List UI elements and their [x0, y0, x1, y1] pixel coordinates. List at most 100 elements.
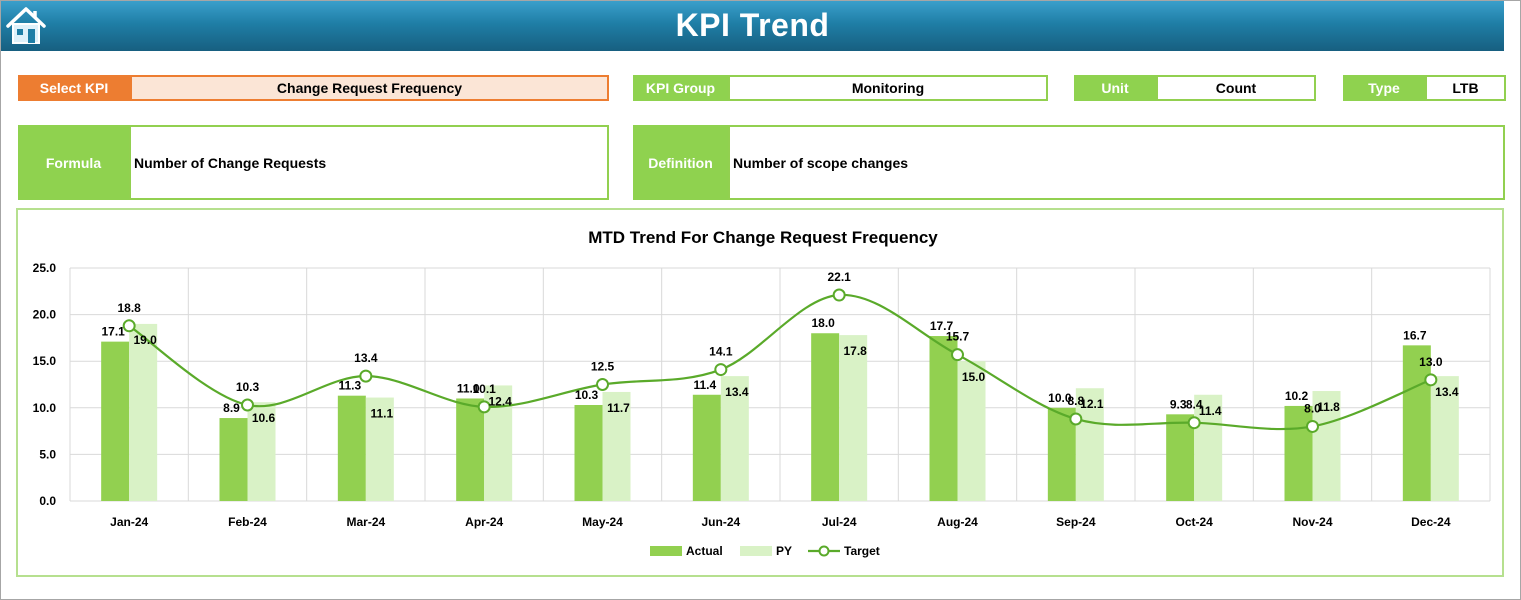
gridlines [69, 267, 1491, 502]
select-kpi-dropdown[interactable]: Change Request Frequency [130, 75, 609, 101]
py-data-label: 19.0 [133, 333, 157, 347]
target-point [1306, 419, 1319, 433]
py-data-label: 12.4 [488, 394, 512, 408]
target-data-label: 15.7 [946, 330, 970, 344]
formula-value: Number of Change Requests [134, 154, 327, 171]
target-data-label: 13.0 [1419, 355, 1443, 369]
target-point [1187, 416, 1201, 430]
py-bar [720, 376, 749, 501]
type-label: Type [1343, 75, 1425, 101]
target-point [714, 363, 728, 377]
data-labels: 17.119.018.88.910.610.3 11.311.113.411.01… [101, 270, 1458, 425]
target-data-label: 22.1 [827, 270, 851, 284]
target-point [122, 319, 136, 333]
py-data-label: 15.0 [962, 370, 986, 384]
actual-data-label: 17.1 [101, 325, 125, 339]
x-tick-label: Jul-24 [822, 515, 857, 529]
type-value-box: LTB [1425, 75, 1506, 101]
target-point [477, 400, 491, 414]
bars [101, 323, 1459, 501]
py-data-label: 13.4 [725, 385, 749, 399]
legend-target-marker [818, 545, 830, 557]
legend: Actual PY Target [650, 544, 880, 558]
target-line [122, 288, 1438, 433]
type-value: LTB [1452, 80, 1479, 96]
py-bar [247, 402, 276, 501]
chart-title: MTD Trend For Change Request Frequency [588, 228, 938, 247]
actual-data-label: 10.2 [1285, 389, 1309, 403]
py-bar [957, 361, 986, 501]
actual-data-label: 11.0 [457, 381, 480, 395]
target-data-label: 8.8 [1067, 394, 1084, 408]
definition-label: Definition [633, 125, 728, 200]
py-bar [839, 335, 868, 501]
py-bar [602, 391, 631, 501]
target-point [359, 369, 373, 383]
x-tick-label: Apr-24 [465, 515, 503, 529]
actual-bar [337, 395, 366, 501]
actual-data-label: 16.7 [1403, 328, 1427, 342]
actual-bar [692, 394, 721, 501]
unit-label-text: Unit [1101, 80, 1129, 96]
y-tick-label: 10.0 [33, 401, 57, 415]
unit-value: Count [1215, 80, 1257, 96]
target-point [951, 348, 964, 362]
definition-label-text: Definition [648, 154, 713, 171]
axis-labels: 0.0 5.0 10.0 15.0 20.0 25.0 Jan-24 Feb-24 Mar-24… [33, 261, 1451, 529]
kpi-group-label: KPI Group [633, 75, 728, 101]
formula-label: Formula [18, 125, 129, 200]
target-data-label: 12.5 [591, 360, 615, 374]
py-bar [129, 323, 158, 501]
actual-data-label: 11.4 [693, 378, 716, 392]
actual-data-label: 17.7 [930, 319, 954, 333]
select-kpi-value: Change Request Frequency [276, 80, 463, 96]
py-bar [1312, 391, 1341, 501]
target-data-label: 18.8 [117, 301, 141, 315]
legend-target-label: Target [844, 544, 880, 558]
y-tick-label: 20.0 [33, 308, 57, 322]
py-data-label: 10.6 [252, 411, 276, 425]
target-data-label: 10.1 [472, 382, 496, 396]
py-bar [1194, 394, 1223, 501]
actual-data-label: 11.3 [338, 379, 361, 393]
kpi-group-value: Monitoring [851, 80, 925, 96]
home-icon[interactable] [5, 5, 47, 45]
mtd-trend-chart: MTD Trend For Change Request Frequency 0… [33, 228, 1491, 558]
actual-data-label: 10.0 [1048, 391, 1072, 405]
py-data-label: 11.8 [1317, 400, 1340, 414]
x-tick-label: May-24 [582, 515, 623, 529]
x-tick-label: Oct-24 [1175, 515, 1213, 529]
legend-py-swatch [740, 546, 772, 556]
header-bar: KPI Trend [1, 1, 1504, 51]
py-data-label: 13.4 [1435, 385, 1459, 399]
legend-actual-swatch [650, 546, 682, 556]
page-title: KPI Trend [675, 7, 830, 43]
actual-data-label: 10.3 [575, 388, 599, 402]
actual-bar [929, 336, 958, 501]
select-kpi-label-text: Select KPI [39, 80, 109, 96]
actual-data-label: 18.0 [811, 316, 835, 330]
chart-panel: MTD Trend For Change Request Frequency 0… [16, 208, 1504, 577]
definition-value-box: Number of scope changes [728, 125, 1505, 200]
y-tick-label: 25.0 [33, 261, 57, 275]
target-point [1424, 373, 1438, 387]
x-tick-label: Dec-24 [1411, 515, 1451, 529]
actual-data-label: 9.3 [1170, 397, 1187, 411]
actual-bar [574, 405, 603, 501]
py-data-label: 11.7 [607, 401, 630, 415]
type-label-text: Type [1368, 80, 1400, 96]
kpi-group-label-text: KPI Group [645, 80, 716, 96]
formula-label-text: Formula [45, 154, 102, 171]
actual-data-label: 8.9 [223, 401, 240, 415]
x-tick-label: Sep-24 [1056, 515, 1096, 529]
y-tick-label: 5.0 [39, 447, 56, 461]
actual-bar [1402, 345, 1431, 501]
y-tick-label: 15.0 [33, 354, 57, 368]
unit-value-box: Count [1156, 75, 1316, 101]
actual-bar [456, 398, 485, 501]
target-point [1069, 412, 1083, 426]
actual-bar [101, 341, 130, 501]
py-data-label: 12.1 [1080, 397, 1104, 411]
target-point [241, 398, 254, 412]
target-data-label: 10.3 [236, 380, 260, 394]
